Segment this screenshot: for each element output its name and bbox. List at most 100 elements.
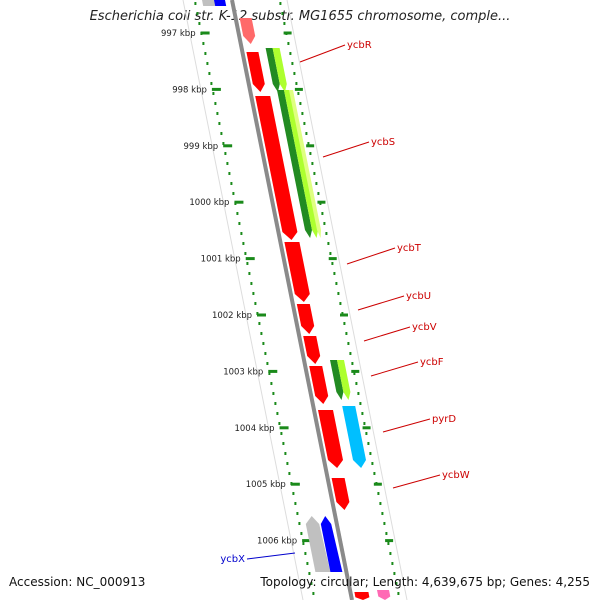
gene-label-ycbx[interactable]: ycbX (220, 554, 245, 565)
guide-dot (274, 402, 277, 405)
guide-dot (206, 62, 209, 65)
guide-dot (284, 452, 287, 455)
label-leader (346, 247, 396, 265)
accession-text: Accession: NC_000913 (9, 575, 146, 589)
tick-mark (328, 257, 337, 261)
gene-label-ycbs[interactable]: ycbS (371, 137, 395, 148)
guide-dot (373, 472, 376, 475)
guide-dot (204, 52, 207, 55)
backbone (230, 0, 354, 600)
guide-dot (252, 292, 255, 295)
guide-dot (208, 72, 211, 75)
gene-label-ycbt[interactable]: ycbT (397, 243, 422, 254)
guide-dot (309, 152, 312, 155)
guide-dot (335, 282, 338, 285)
guide-dot (248, 272, 251, 275)
guide-dot (323, 222, 326, 225)
tick-mark (245, 257, 255, 261)
rev-cds (320, 516, 343, 572)
label-leader (299, 44, 346, 63)
label-leaders (246, 44, 441, 560)
guide-dot (279, 2, 282, 5)
guide-dot (236, 212, 239, 215)
guide-dot (395, 582, 398, 585)
map-title: Escherichia coli str. K-12 substr. MG165… (89, 9, 511, 24)
guide-dot (228, 172, 231, 175)
guide-dot (312, 592, 315, 595)
guide-dot (367, 442, 370, 445)
cds-arrow (354, 592, 370, 600)
guide-dot (363, 422, 366, 425)
guide-dot (283, 22, 286, 25)
guide-dot (220, 132, 223, 135)
guide-dot (260, 332, 263, 335)
guide-dot (280, 432, 283, 435)
guide-dot (238, 222, 241, 225)
gene-label-ycbw[interactable]: ycbW (442, 470, 470, 481)
guide-dot (250, 282, 253, 285)
tick-mark (223, 144, 233, 148)
guide-dot (276, 412, 279, 415)
tick-mark (290, 482, 300, 486)
guide-dot (202, 42, 205, 45)
cds-arrow (296, 304, 315, 334)
guide-dot (389, 552, 392, 555)
guide-dot (379, 502, 382, 505)
tick-mark (268, 369, 278, 373)
guide-dot (292, 492, 295, 495)
tick-mark (211, 87, 221, 91)
guide-dot (351, 362, 354, 365)
guide-dot (222, 142, 225, 145)
guide-dot (294, 502, 297, 505)
guide-dot (302, 542, 305, 545)
guide-dot (297, 92, 300, 95)
guide-dot (295, 82, 298, 85)
rev-cds (202, 0, 218, 6)
guide-dot (339, 302, 342, 305)
label-leader (322, 141, 370, 158)
guide-dot (281, 12, 284, 15)
gene-labels: ycbR ycbS ycbT ycbU ycbV ycbF pyrD ycbW ycbX (220, 40, 469, 565)
label-leader (382, 418, 431, 433)
guide-dot (298, 522, 301, 525)
gene-label-ycbu[interactable]: ycbU (406, 291, 431, 302)
tick-mark (279, 426, 289, 430)
tick-mark (283, 31, 292, 35)
guide-dot (194, 2, 197, 5)
guide-dot (369, 452, 372, 455)
guide-dot (254, 302, 257, 305)
tick-mark (234, 200, 244, 204)
guide-dot (333, 272, 336, 275)
guide-dot (377, 492, 380, 495)
guide-dot (327, 242, 330, 245)
guide-dot (246, 262, 249, 265)
cds-arrow (318, 410, 343, 468)
gene-label-ycbr[interactable]: ycbR (347, 40, 372, 51)
guide-dot (214, 102, 217, 105)
guide-dot (353, 372, 356, 375)
guide-dot (303, 122, 306, 125)
guide-dot (196, 12, 199, 15)
guide-dot (361, 412, 364, 415)
guide-dot (216, 112, 219, 115)
guide-dot (343, 322, 346, 325)
guide-dot (198, 22, 201, 25)
gene-label-ycbf[interactable]: ycbF (420, 357, 444, 368)
guide-dot (278, 422, 281, 425)
cog-arrow (377, 590, 391, 600)
guide-dot (305, 132, 308, 135)
cds-arrow (284, 242, 310, 302)
gene-label-ycbv[interactable]: ycbV (412, 322, 437, 333)
guide-dot (304, 552, 307, 555)
label-leader (246, 552, 296, 560)
summary-text: Topology: circular; Length: 4,639,675 bp… (260, 575, 590, 589)
guide-dot (242, 242, 245, 245)
guide-dot (232, 192, 235, 195)
cds-arrow (303, 336, 321, 364)
guide-dot (313, 172, 316, 175)
gene-label-pyrd[interactable]: pyrD (432, 414, 456, 425)
cog-arrow (342, 406, 366, 468)
guide-dot (230, 182, 233, 185)
rev-cds (214, 0, 227, 6)
cds-arrow (239, 18, 256, 44)
